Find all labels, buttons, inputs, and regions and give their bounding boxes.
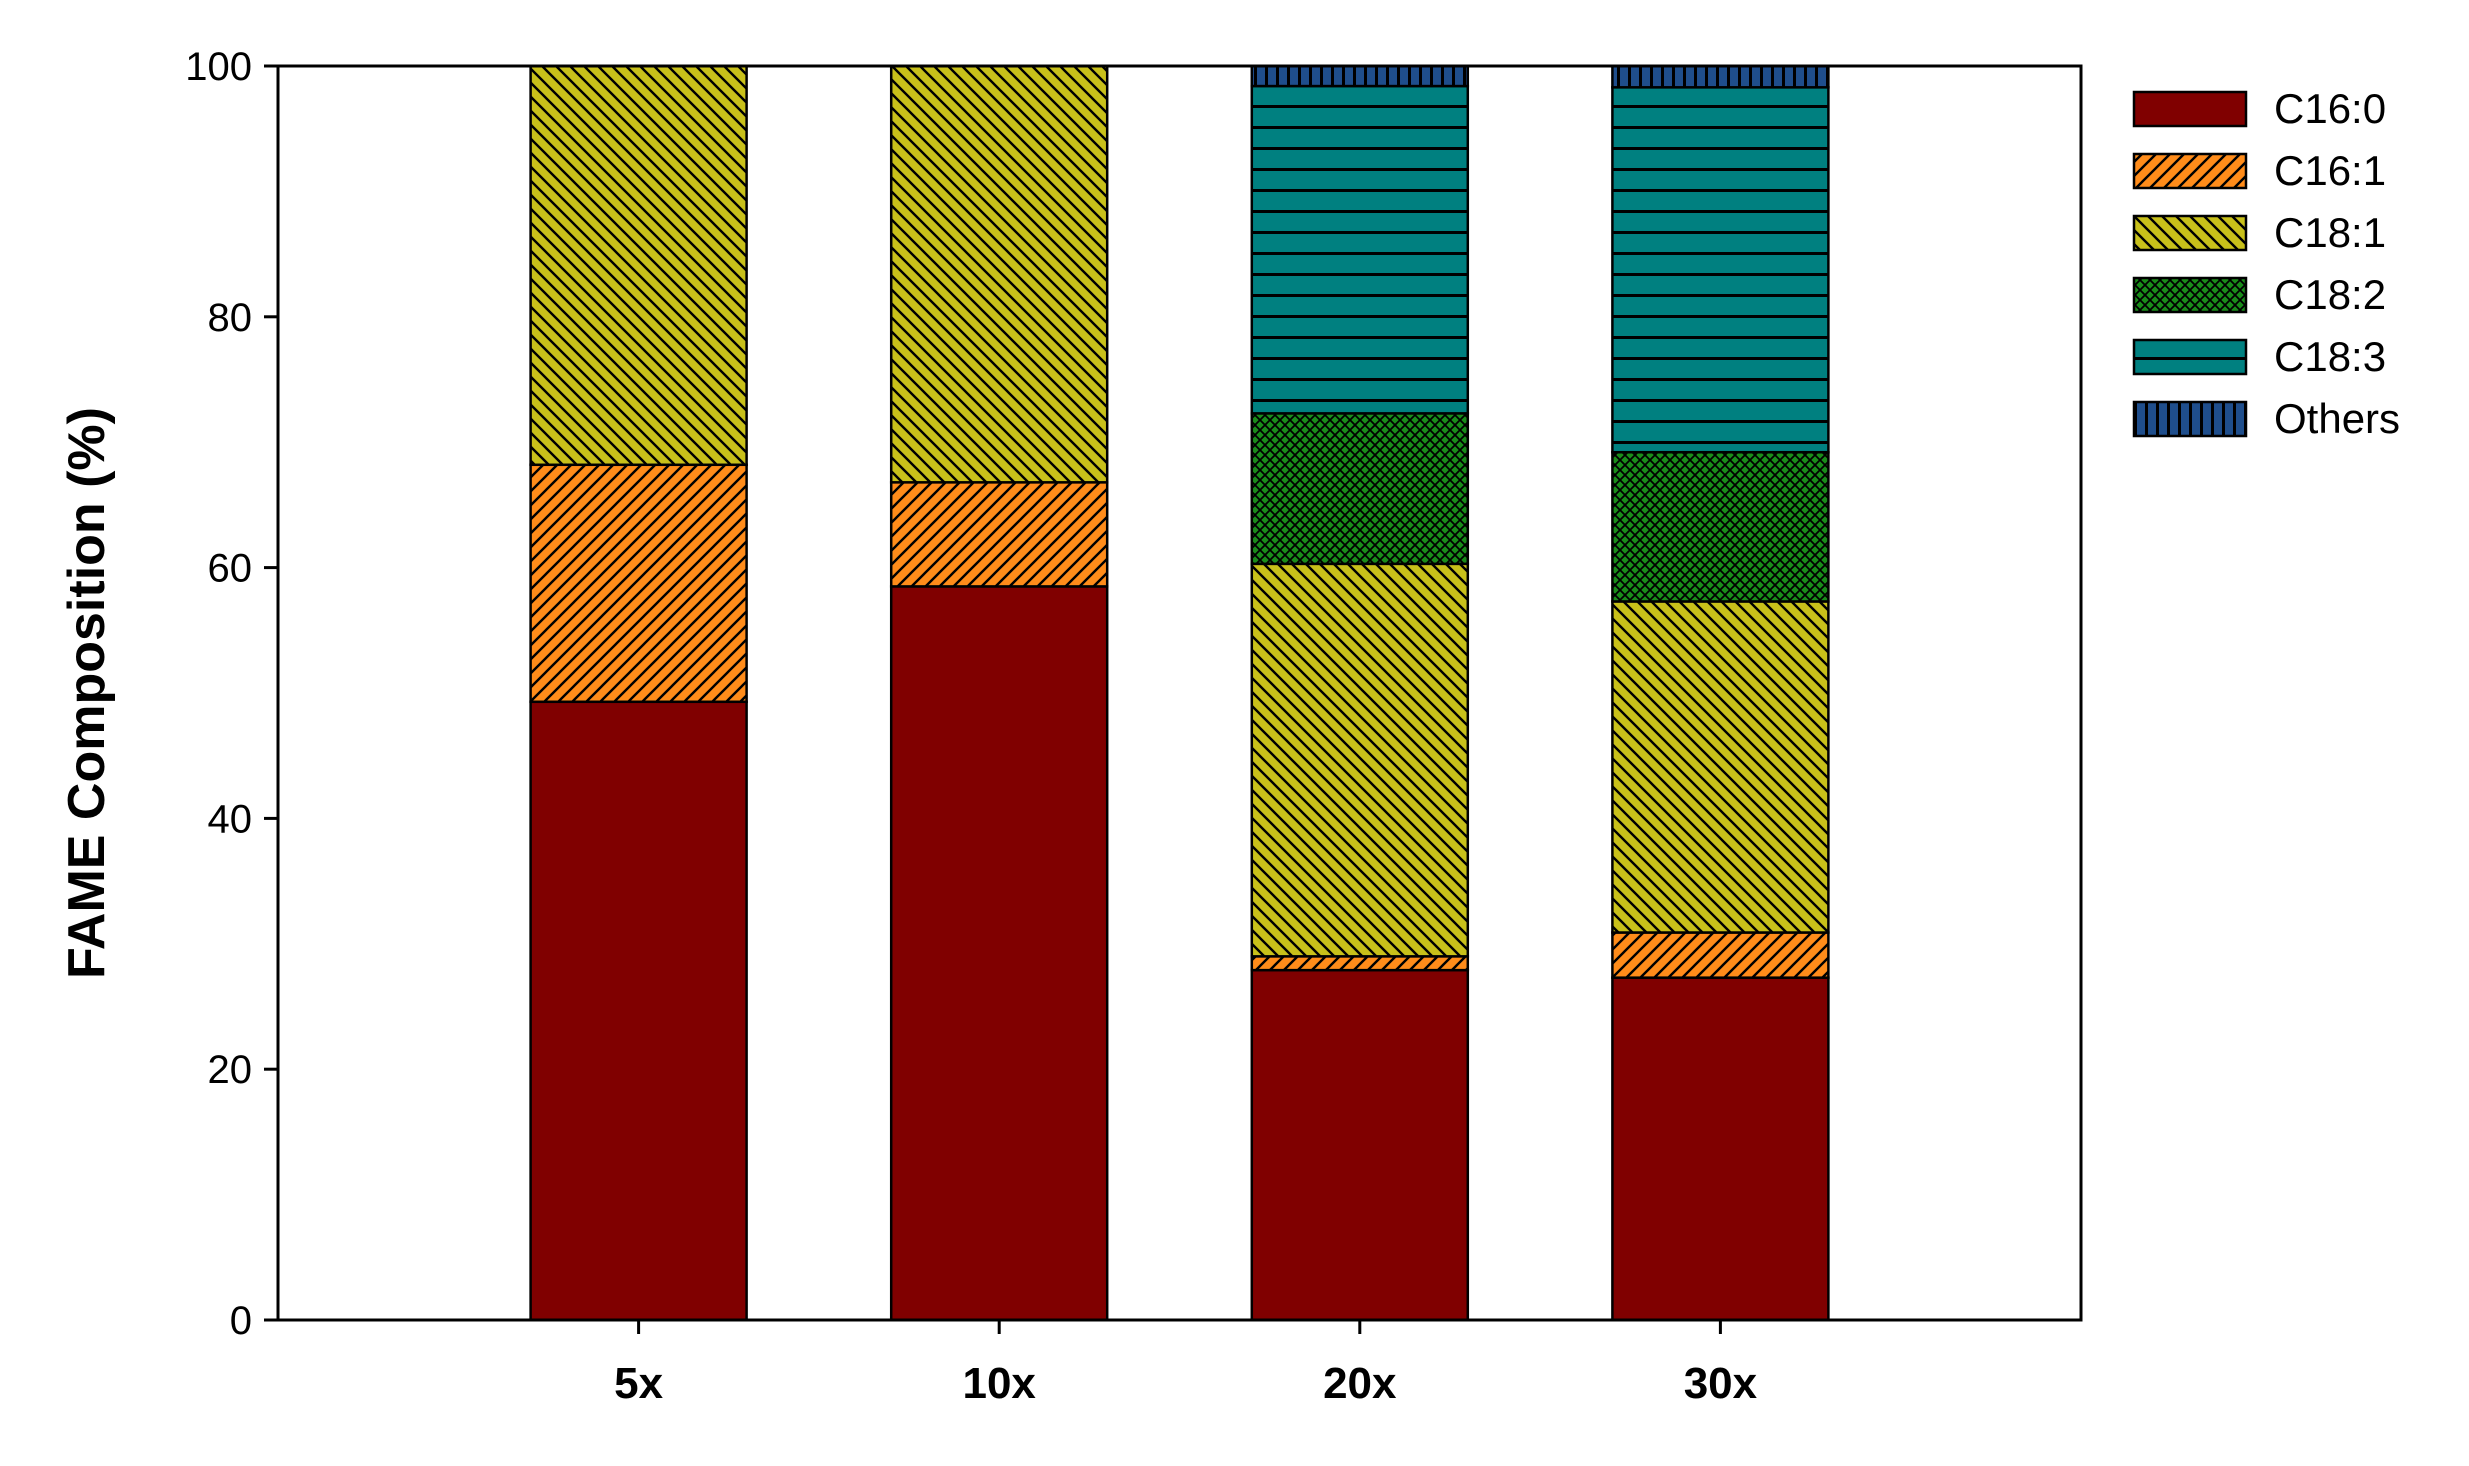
bar-segment-c18-2-20x — [1250, 412, 1470, 566]
bar-segment-c18-2-30x — [1611, 450, 1830, 603]
legend-swatch — [2132, 400, 2248, 438]
bar-segment-c18-1-10x — [889, 64, 1109, 484]
plot-area-frame — [276, 64, 2083, 1322]
legend-item-others: Others — [2132, 395, 2400, 442]
bar-segment-c16-0-5x — [529, 700, 748, 1322]
bar-segment-c18-1-5x — [529, 64, 748, 467]
bar-segment-c18-1-30x — [1611, 600, 1830, 934]
y-tick-label: 60 — [208, 547, 253, 591]
legend-label: C16:1 — [2274, 147, 2386, 194]
bar-segment-c18-3-20x — [1250, 84, 1470, 415]
legend-item-c18-2: C18:2 — [2132, 271, 2386, 318]
legend-label: C18:1 — [2274, 209, 2386, 256]
legend-item-c16-0: C16:0 — [2132, 85, 2386, 132]
bar-segment-c16-0-10x — [889, 585, 1109, 1322]
x-category-label: 20x — [1323, 1359, 1397, 1408]
legend-swatch — [2132, 152, 2248, 190]
legend-label: Others — [2274, 395, 2400, 442]
x-axis: 5x 10x 20x 30x — [614, 1320, 1758, 1408]
bar-segment-others-30x — [1611, 64, 1830, 89]
bar-segment-others-20x — [1250, 64, 1470, 88]
bars-layer — [529, 64, 1830, 1322]
legend-swatch — [2132, 214, 2248, 252]
x-category-label: 30x — [1684, 1359, 1758, 1408]
legend: C16:0 C16:1 C18:1 C18:2 C18:3 Others — [2132, 85, 2400, 442]
y-tick-label: 80 — [208, 296, 253, 340]
y-tick-label: 40 — [208, 797, 253, 841]
bar-segment-c16-0-30x — [1611, 976, 1830, 1322]
legend-item-c18-1: C18:1 — [2132, 209, 2386, 256]
legend-label: C16:0 — [2274, 85, 2386, 132]
legend-swatch — [2132, 338, 2248, 376]
bar-segment-c18-1-20x — [1250, 562, 1470, 958]
x-category-label: 5x — [614, 1359, 663, 1408]
y-tick-label: 100 — [185, 45, 252, 89]
legend-label: C18:3 — [2274, 333, 2386, 380]
y-tick-label: 20 — [208, 1048, 253, 1092]
bar-segment-c16-1-5x — [529, 463, 748, 704]
legend-label: C18:2 — [2274, 271, 2386, 318]
legend-swatch — [2132, 276, 2248, 314]
legend-item-c16-1: C16:1 — [2132, 147, 2386, 194]
legend-swatch — [2132, 90, 2248, 128]
bar-segment-c16-1-30x — [1611, 931, 1830, 979]
legend-item-c18-3: C18:3 — [2132, 333, 2386, 380]
bar-segment-c18-3-30x — [1611, 86, 1830, 454]
bar-segment-c16-1-20x — [1250, 955, 1470, 972]
y-axis-title: FAME Composition (%) — [58, 407, 116, 979]
x-category-label: 10x — [962, 1359, 1036, 1408]
bar-segment-c16-0-20x — [1250, 968, 1470, 1322]
y-axis: 0 20 40 60 80 100 — [185, 45, 278, 1343]
y-tick-label: 0 — [230, 1299, 252, 1343]
bar-segment-c16-1-10x — [889, 481, 1109, 588]
